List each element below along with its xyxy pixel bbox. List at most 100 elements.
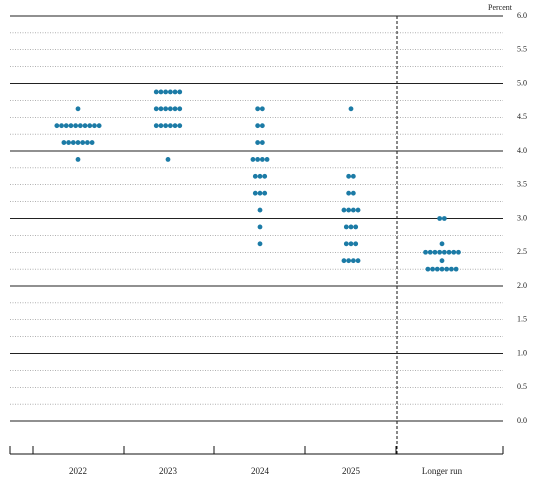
dot bbox=[350, 207, 356, 213]
dot bbox=[355, 258, 361, 264]
y-tick-label: 3.0 bbox=[517, 213, 527, 222]
dot bbox=[167, 89, 173, 95]
dot bbox=[177, 89, 183, 95]
dot bbox=[80, 140, 86, 145]
dot bbox=[177, 123, 183, 129]
dot bbox=[163, 89, 169, 95]
dot bbox=[346, 190, 352, 196]
dot bbox=[255, 157, 261, 162]
dot bbox=[437, 216, 443, 221]
dot bbox=[451, 249, 457, 255]
dot bbox=[73, 123, 79, 129]
dot bbox=[172, 89, 178, 95]
y-tick-label: 2.5 bbox=[517, 247, 527, 256]
dot bbox=[353, 241, 359, 247]
dot bbox=[346, 173, 352, 179]
dot bbox=[264, 157, 270, 162]
dot bbox=[439, 266, 445, 272]
dot bbox=[252, 173, 258, 179]
dot bbox=[77, 123, 83, 129]
y-tick-label: 0.0 bbox=[517, 416, 527, 425]
dot bbox=[262, 190, 268, 196]
dot bbox=[85, 140, 90, 145]
dot bbox=[172, 123, 178, 129]
y-tick-label: 5.5 bbox=[517, 45, 527, 54]
dot bbox=[66, 140, 71, 145]
dot bbox=[341, 207, 347, 213]
x-tick-label: 2025 bbox=[342, 466, 361, 476]
dot bbox=[259, 106, 265, 112]
dot bbox=[153, 89, 159, 95]
dot bbox=[252, 190, 258, 196]
dot bbox=[446, 249, 452, 255]
dot bbox=[75, 157, 81, 162]
dot bbox=[54, 123, 60, 129]
dot bbox=[163, 123, 169, 129]
x-tick-label: 2024 bbox=[251, 466, 270, 476]
dot bbox=[439, 258, 445, 264]
dot bbox=[92, 123, 97, 129]
dot bbox=[255, 140, 261, 145]
dot bbox=[350, 173, 356, 179]
dot bbox=[75, 106, 81, 112]
y-tick-label: 1.5 bbox=[517, 315, 527, 324]
y-tick-label: 4.5 bbox=[517, 112, 527, 121]
dot bbox=[430, 266, 435, 272]
dot bbox=[255, 106, 261, 112]
dot bbox=[250, 157, 256, 162]
dot bbox=[70, 140, 76, 145]
dot bbox=[63, 123, 69, 129]
dot bbox=[153, 123, 159, 129]
dot bbox=[346, 207, 352, 213]
dot bbox=[172, 106, 178, 112]
dot bbox=[449, 266, 454, 272]
dot bbox=[353, 224, 359, 230]
dot bbox=[259, 157, 265, 162]
x-tick-label: 2022 bbox=[69, 466, 87, 476]
dot bbox=[257, 207, 263, 213]
dot bbox=[96, 123, 102, 129]
dot bbox=[167, 106, 173, 112]
dot bbox=[177, 106, 183, 112]
y-axis-label: Percent bbox=[488, 3, 513, 12]
x-tick-label: 2023 bbox=[159, 466, 178, 476]
dot bbox=[444, 266, 450, 272]
y-tick-label: 5.0 bbox=[517, 78, 527, 87]
dot bbox=[441, 249, 447, 255]
dot bbox=[257, 190, 263, 196]
dot bbox=[343, 224, 349, 230]
dot bbox=[257, 224, 263, 230]
dot bbox=[432, 249, 438, 255]
dot bbox=[158, 89, 164, 95]
dot bbox=[61, 140, 67, 145]
dot bbox=[82, 123, 88, 129]
dot bbox=[423, 249, 428, 255]
y-tick-label: 0.5 bbox=[517, 382, 527, 391]
dot bbox=[158, 123, 164, 129]
dot bbox=[257, 241, 263, 247]
dot bbox=[87, 123, 93, 129]
y-tick-label: 4.0 bbox=[517, 146, 527, 155]
dot bbox=[255, 123, 261, 129]
dot bbox=[167, 123, 173, 129]
y-tick-label: 3.5 bbox=[517, 180, 527, 189]
dot bbox=[257, 173, 263, 179]
dot bbox=[153, 106, 159, 112]
dot bbox=[434, 266, 440, 272]
dot bbox=[439, 241, 445, 247]
dot bbox=[348, 224, 354, 230]
dot bbox=[343, 241, 349, 247]
dot bbox=[89, 140, 95, 145]
dot bbox=[437, 249, 443, 255]
dot bbox=[453, 266, 459, 272]
dot bbox=[427, 249, 433, 255]
x-tick-label: Longer run bbox=[422, 466, 463, 476]
dot bbox=[59, 123, 64, 129]
dot bbox=[348, 106, 354, 112]
dot bbox=[348, 241, 354, 247]
dot bbox=[158, 106, 164, 112]
dot bbox=[259, 140, 265, 145]
y-tick-label: 6.0 bbox=[517, 11, 527, 20]
dot bbox=[350, 190, 356, 196]
